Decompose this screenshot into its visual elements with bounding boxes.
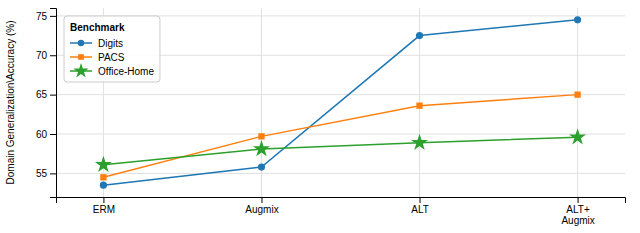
series-marker: [569, 128, 586, 144]
x-tick-label: Augmix: [245, 204, 278, 215]
chart-svg: ERMAugmixALTALT+Augmix5560657075Benchmar…: [0, 0, 640, 233]
y-tick: 65: [36, 89, 56, 100]
axis-line: [57, 198, 626, 204]
legend-swatch-marker: [78, 54, 84, 60]
tick-mark: [103, 197, 104, 203]
grid: [56, 8, 625, 197]
legend-item: Digits: [70, 38, 123, 49]
grid-line-y: [56, 173, 625, 174]
y-tick: 55: [36, 168, 56, 179]
tick-mark: [50, 95, 56, 96]
y-tick-label: 60: [36, 129, 48, 140]
legend-swatch-marker: [78, 40, 84, 46]
x-tick: Augmix: [245, 197, 278, 215]
tick-mark: [50, 173, 56, 174]
legend-item: PACS: [70, 52, 125, 63]
grid-line-x: [577, 8, 578, 197]
series-line: [103, 20, 577, 185]
series-marker: [100, 182, 107, 189]
series-line: [103, 95, 577, 178]
legend-item: Office-Home: [70, 63, 154, 77]
tick-mark: [50, 16, 56, 17]
series-marker: [95, 156, 112, 172]
y-tick-label: 70: [36, 50, 48, 61]
x-tick-label: ERM: [93, 204, 115, 215]
tick-mark: [420, 197, 421, 203]
legend-title: Benchmark: [70, 22, 125, 33]
x-tick: ALT+Augmix: [561, 197, 594, 226]
x-tick: ERM: [93, 197, 115, 215]
series-line: [103, 137, 577, 165]
series-marker: [416, 32, 423, 39]
legend-swatch-marker: [73, 63, 88, 77]
series-marker: [574, 91, 580, 97]
axis-line: [50, 9, 57, 198]
series-marker: [100, 174, 106, 180]
x-tick-label-line: ALT: [411, 204, 429, 215]
y-tick: 70: [36, 50, 56, 61]
legend-background: [64, 16, 160, 82]
tick-mark: [50, 134, 56, 135]
legend-label: Office-Home: [98, 66, 154, 77]
series-marker: [416, 102, 422, 108]
series-marker: [574, 16, 581, 23]
series-marker: [411, 134, 428, 150]
tick-mark: [50, 55, 56, 56]
series-marker: [253, 140, 270, 156]
legend-label: PACS: [98, 52, 125, 63]
series-marker: [258, 133, 264, 139]
y-tick-label: 65: [36, 89, 48, 100]
series-marker: [258, 164, 265, 171]
tick-mark: [578, 197, 579, 203]
grid-line-y: [56, 94, 625, 95]
x-axis: ERMAugmixALTALT+Augmix: [57, 197, 626, 226]
x-tick: ALT: [411, 197, 429, 215]
legend: Benchmark Digits PACS Office-Home: [64, 16, 160, 82]
x-tick-label: ALT: [411, 204, 429, 215]
x-tick-label-line: Augmix: [561, 215, 594, 226]
y-tick-label: 55: [36, 168, 48, 179]
y-axis: 55 60 65 70 75: [36, 9, 57, 198]
x-tick-label-line: ERM: [93, 204, 115, 215]
x-tick-label-line: ALT+: [566, 204, 590, 215]
series-group: [95, 16, 586, 189]
tick-mark: [261, 197, 262, 203]
x-tick-label-line: Augmix: [245, 204, 278, 215]
y-tick-label: 75: [36, 11, 48, 22]
grid-line-y: [56, 134, 625, 135]
legend-label: Digits: [98, 38, 123, 49]
y-axis-label: Domain Generalization\Accuracy (%): [5, 21, 16, 185]
chart-container: ERMAugmixALTALT+Augmix5560657075Benchmar…: [0, 0, 640, 233]
y-tick: 60: [36, 129, 56, 140]
y-tick: 75: [36, 11, 56, 22]
x-tick-label: ALT+Augmix: [561, 204, 594, 226]
plot-area: ERMAugmixALTALT+Augmix5560657075Benchmar…: [36, 8, 626, 226]
